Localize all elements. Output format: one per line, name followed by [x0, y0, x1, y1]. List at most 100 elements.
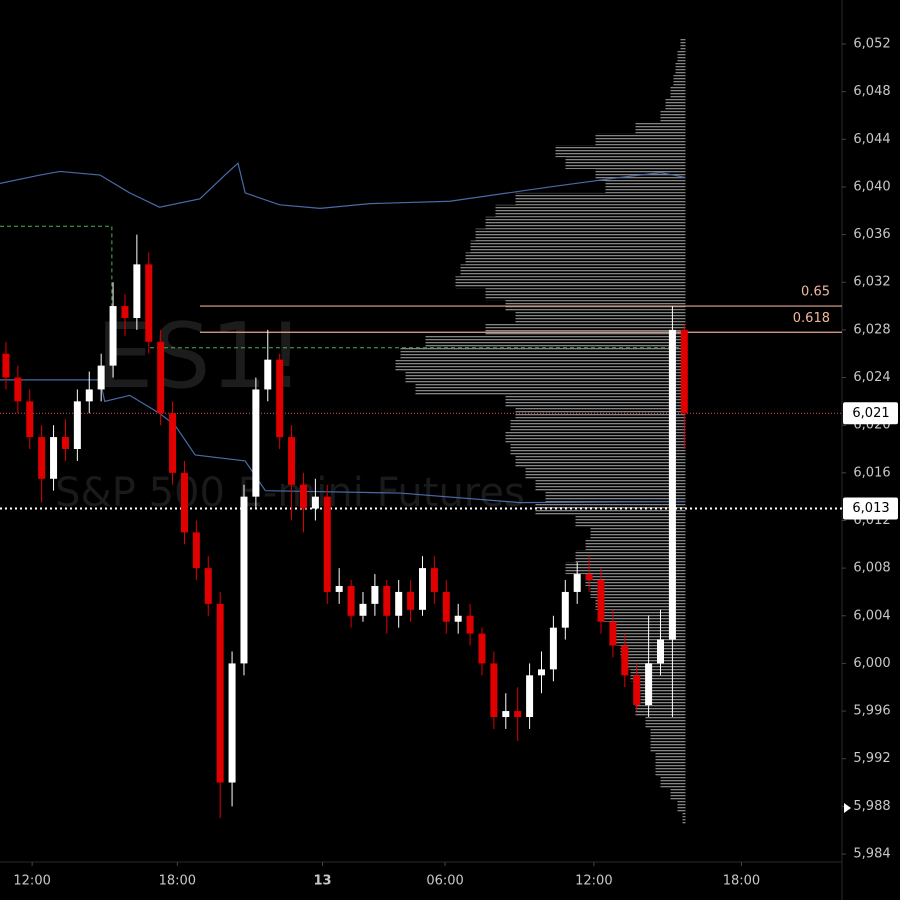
candle-body [597, 580, 605, 622]
profile-row [677, 800, 686, 813]
candle-body [680, 329, 688, 414]
candle-body [657, 639, 665, 664]
fib-label: 0.65 [801, 285, 830, 300]
candle-body [395, 591, 403, 616]
profile-row [505, 431, 686, 444]
profile-row [650, 728, 686, 741]
profile-row [590, 526, 686, 539]
candle-body [526, 675, 534, 718]
price-badge-label: 6,013 [852, 501, 889, 516]
profile-row [400, 347, 686, 360]
profile-row [605, 180, 686, 193]
candle-body [609, 621, 617, 646]
profile-row [465, 252, 686, 265]
price-badge [843, 497, 898, 520]
candle-body [323, 496, 331, 592]
candle-body [216, 603, 224, 783]
profile-row [655, 752, 686, 765]
y-tick-label: 6,048 [853, 84, 890, 99]
candle-body [537, 669, 545, 676]
candle-body [299, 484, 307, 509]
profile-row [525, 466, 686, 479]
candle-body [549, 627, 557, 670]
profile-row [677, 49, 686, 62]
profile-row [515, 312, 686, 324]
candle-body [157, 341, 165, 414]
candle-body [240, 496, 248, 664]
profile-row [635, 705, 686, 718]
candle-body [14, 377, 22, 402]
y-tick-label: 6,040 [853, 179, 890, 194]
candle-body [169, 413, 177, 473]
candle-body [311, 496, 319, 509]
profile-row [610, 621, 686, 634]
y-tick-label: 6,000 [853, 656, 890, 671]
band-line [0, 379, 686, 504]
profile-row [673, 73, 686, 86]
candle-body [478, 633, 486, 664]
profile-row [575, 550, 686, 563]
profile-row [640, 693, 686, 706]
candle-body [97, 365, 105, 390]
profile-row [620, 645, 686, 658]
fib-label: 0.618 [793, 311, 830, 326]
candle-body [204, 568, 212, 604]
profile-row [625, 657, 686, 670]
candle-body [109, 306, 117, 366]
profile-row [555, 145, 686, 158]
profile-row [495, 204, 686, 217]
profile-row [660, 109, 686, 122]
y-tick-label: 5,984 [853, 847, 890, 862]
x-tick-label: 12:00 [13, 874, 50, 889]
profile-row [670, 85, 686, 98]
candle-body [466, 615, 474, 634]
profile-row [545, 490, 686, 503]
profile-row [485, 323, 686, 336]
profile-row [565, 157, 686, 170]
profile-row [590, 585, 686, 598]
y-tick-label: 6,008 [853, 561, 890, 576]
candle-body [430, 568, 438, 592]
profile-row [425, 335, 686, 348]
candle-body [252, 389, 260, 497]
candle-body [407, 591, 415, 610]
price-badge [843, 402, 898, 425]
x-tick-label: 18:00 [159, 874, 196, 889]
candle-body [573, 574, 581, 592]
candle-body [180, 472, 188, 533]
candle-body [2, 353, 10, 378]
candle-body [383, 585, 391, 616]
y-tick-label: 5,988 [853, 799, 890, 814]
profile-row [585, 538, 686, 551]
profile-row [660, 776, 686, 789]
candle-body [61, 437, 69, 449]
y-tick-label: 5,996 [853, 704, 890, 719]
profile-row [650, 740, 686, 753]
profile-row [460, 264, 686, 277]
candle-body [490, 663, 498, 718]
candle-body [264, 359, 272, 390]
profile-row [470, 240, 686, 253]
y-tick-label: 6,004 [853, 608, 890, 623]
profile-row [395, 359, 686, 372]
profile-row [565, 562, 686, 575]
profile-row [510, 419, 686, 432]
candle-body [38, 437, 46, 479]
x-tick-label: 12:00 [575, 874, 612, 889]
candle-body [85, 389, 93, 402]
profile-row [645, 717, 686, 729]
candle-body [276, 359, 284, 438]
profile-row [635, 121, 686, 134]
profile-row [485, 216, 686, 229]
y-tick-label: 5,992 [853, 751, 890, 766]
x-tick-label: 13 [313, 874, 331, 889]
candle-body [442, 591, 450, 622]
candle-body [418, 568, 426, 610]
candle-body [347, 585, 355, 616]
profile-row [670, 788, 686, 801]
profile-row [585, 574, 686, 586]
profile-row [665, 97, 686, 110]
candle-body [121, 306, 129, 318]
profile-row [535, 478, 686, 491]
